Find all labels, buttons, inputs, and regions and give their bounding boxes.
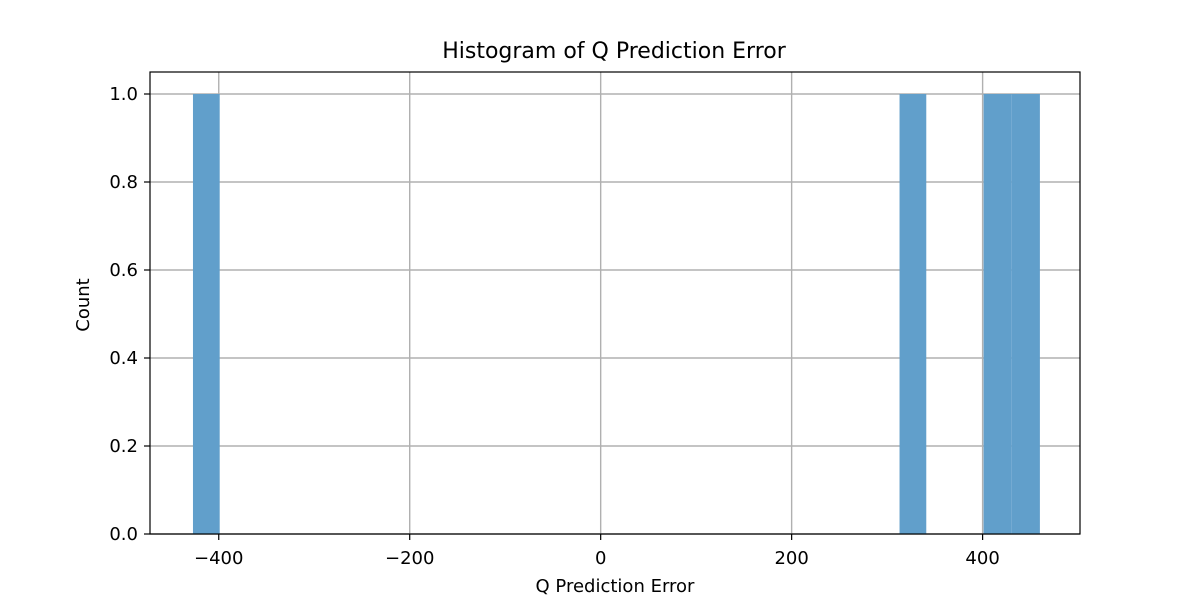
y-tick-label: 1.0 [109,84,138,105]
histogram-bars [192,94,1040,534]
histogram-bar [1011,94,1040,534]
y-tick-label: 0.2 [109,436,138,457]
y-tick-label: 0.4 [109,348,138,369]
y-tick-label: 0.0 [109,524,138,545]
histogram-bar [192,94,220,534]
y-tick-label: 0.6 [109,260,138,281]
histogram-bar [899,94,927,534]
x-tick-label: 200 [774,548,808,569]
histogram-bar [983,94,1012,534]
chart-title: Histogram of Q Prediction Error [442,39,786,64]
x-tick-label: 0 [595,548,606,569]
grid-lines [150,72,1080,535]
x-tick-label: −400 [194,548,243,569]
plot-frame [149,71,1081,535]
x-tick-label: 400 [965,548,999,569]
x-tick-label: −200 [385,548,434,569]
x-axis-label: Q Prediction Error [536,576,696,597]
y-tick-label: 0.8 [109,172,138,193]
x-axis-ticks: −400 −200 0 200 400 [194,534,1000,569]
y-axis-label: Count [73,278,94,331]
y-axis-ticks: 0.0 0.2 0.4 0.6 0.8 1.0 [109,84,150,545]
